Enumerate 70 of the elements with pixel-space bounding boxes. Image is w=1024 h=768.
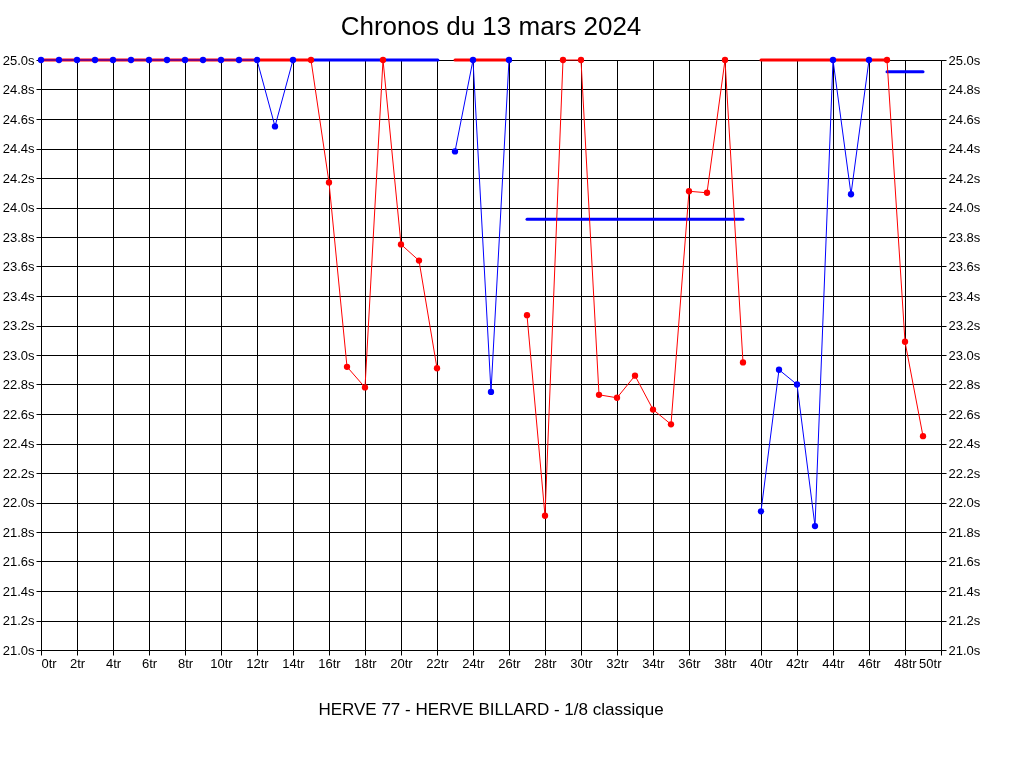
y-tick-label: 22.8s [2, 377, 35, 392]
y2-tick-label: 22.8s [948, 377, 981, 392]
y-tick-label: 21.0s [2, 642, 35, 658]
x-tick-label: 42tr [786, 655, 810, 671]
y-tick-label: 23.6s [2, 259, 35, 274]
y-tick-label: 22.6s [2, 406, 35, 422]
y-tick-label: 21.4s [2, 583, 35, 599]
y2-tick-label: 23.2s [948, 318, 981, 333]
y2-tick-label: 25.0s [948, 52, 981, 68]
x-tick-label: 2tr [69, 655, 86, 671]
y-tick-label: 21.6s [2, 554, 35, 569]
x-tick-label: 10tr [210, 655, 234, 671]
y2-tick-label: 24.4s [948, 141, 981, 156]
y2-tick-label: 24.8s [948, 82, 981, 97]
x-tick-label: 18tr [354, 655, 378, 671]
x-tick-label: 30tr [570, 655, 594, 671]
y-tick-label: 24.2s [2, 170, 35, 186]
y2-tick-label: 24.6s [948, 111, 981, 127]
text: HERVE 77 - HERVE BILLARD - 1/8 classique [318, 700, 664, 719]
x-tick-label: 34tr [642, 655, 666, 671]
y-tick-label: 23.0s [2, 347, 35, 363]
y-tick-label: 21.8s [2, 524, 35, 540]
y2-tick-label: 23.0s [948, 347, 981, 363]
x-tick-label: 46tr [858, 655, 882, 671]
x-tick-label: 8tr [177, 655, 194, 671]
y-tick-label: 25.0s [2, 52, 35, 68]
y-tick-label: 21.2s [2, 613, 35, 628]
y2-tick-label: 24.0s [948, 200, 981, 215]
x-tick-label: 50tr [919, 655, 943, 671]
x-tick-label: 6tr [141, 655, 158, 671]
x-tick-label: 22tr [426, 655, 450, 671]
y2-tick-label: 22.0s [948, 495, 981, 510]
y2-tick-label: 22.4s [948, 436, 981, 451]
y2-tick-label: 22.6s [948, 406, 981, 422]
x-tick-label: 24tr [462, 655, 486, 671]
y-tick-label: 24.4s [2, 141, 35, 156]
chart-title: Chronos du 13 mars 2024 [340, 11, 642, 41]
x-tick-label: 16tr [318, 655, 342, 671]
x-tick-label: 40tr [750, 655, 774, 671]
y-tick-label: 23.4s [2, 288, 35, 304]
y-tick-label: 23.2s [2, 318, 35, 333]
x-tick-label: 28tr [534, 655, 558, 671]
x-tick-label: 12tr [246, 655, 270, 671]
y-tick-label: 22.0s [2, 495, 35, 510]
y2-tick-label: 21.6s [948, 554, 981, 569]
x-tick-label: 0tr [41, 655, 58, 671]
y-tick-label: 24.0s [2, 200, 35, 215]
y-tick-label: 23.8s [2, 229, 35, 245]
x-tick-label: 32tr [606, 655, 630, 671]
y-tick-label: 22.2s [2, 465, 35, 481]
x-tick-label: 48tr [894, 655, 918, 671]
y2-tick-label: 23.4s [948, 288, 981, 304]
y2-tick-label: 23.6s [948, 259, 981, 274]
y-tick-label: 24.8s [2, 82, 35, 97]
x-tick-label: 44tr [822, 655, 846, 671]
y2-tick-label: 23.8s [948, 229, 981, 245]
x-tick-label: 4tr [105, 655, 122, 671]
x-tick-label: 38tr [714, 655, 738, 671]
x-tick-label: 14tr [282, 655, 306, 671]
x-tick-label: 20tr [390, 655, 414, 671]
y2-tick-label: 24.2s [948, 170, 981, 186]
y-tick-label: 22.4s [2, 436, 35, 451]
y2-tick-label: 21.2s [948, 613, 981, 628]
y2-tick-label: 21.8s [948, 524, 981, 540]
y2-tick-label: 21.0s [948, 642, 981, 658]
x-tick-label: 26tr [498, 655, 522, 671]
y2-tick-label: 22.2s [948, 465, 981, 481]
y2-tick-label: 21.4s [948, 583, 981, 599]
y-tick-label: 24.6s [2, 111, 35, 127]
x-tick-label: 36tr [678, 655, 702, 671]
